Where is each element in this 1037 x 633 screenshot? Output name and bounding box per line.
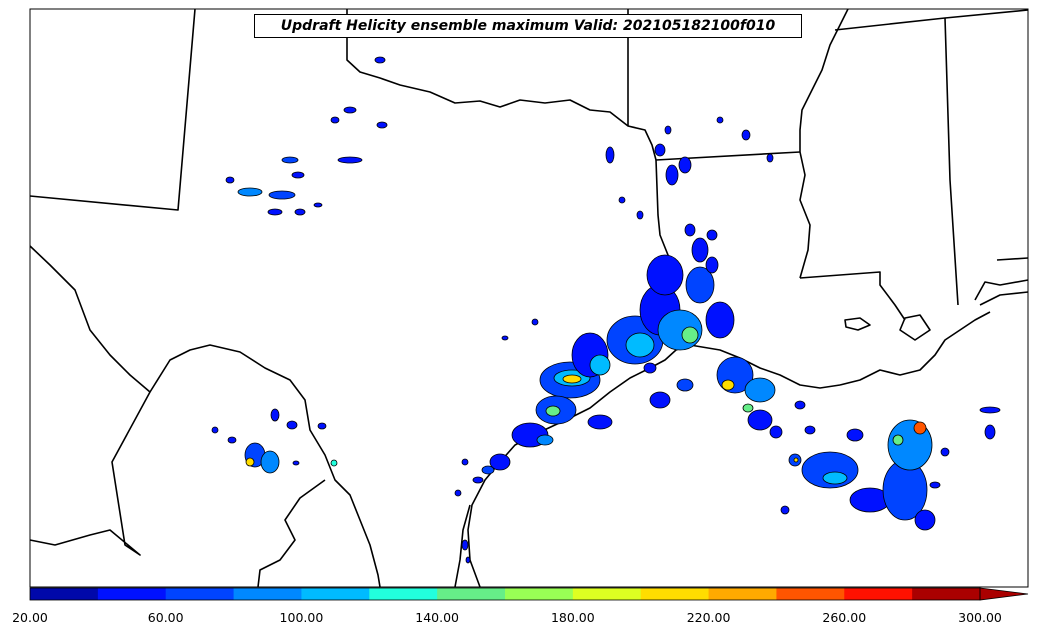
boundary-ms-tn-top: [834, 9, 1029, 31]
colorbar-segment: [437, 588, 506, 600]
colorbar-tick-label: 60.00: [147, 610, 184, 625]
swath-cluster-coastal-band: [454, 116, 806, 564]
colorbar-segment: [301, 588, 370, 600]
helicity-swaths: [211, 56, 1001, 564]
colorbar-tick-label: 180.00: [550, 610, 595, 625]
colorbar-segment: [912, 588, 981, 600]
boundary-ms-al: [944, 17, 959, 306]
boundary-al-fl: [974, 279, 1029, 301]
colorbar-tick-label: 300.00: [958, 610, 1002, 625]
colorbar-segment: [505, 588, 574, 600]
colorbar-tick-label: 20.00: [12, 610, 48, 625]
colorbar-segment: [640, 588, 710, 600]
colorbar-segment: [844, 588, 913, 600]
colorbar-extend-arrow: [979, 587, 1029, 601]
coastline-tx: [467, 344, 841, 588]
swath-cluster-panhandle: [225, 56, 388, 216]
colorbar-tick-label: 220.00: [686, 610, 731, 625]
swath-cluster-louisiana: [780, 406, 1001, 531]
swath-cluster-southwest: [211, 408, 338, 474]
colorbar-tick-label: 100.00: [279, 610, 324, 625]
map-title: Updraft Helicity ensemble maximum Valid:…: [254, 14, 802, 38]
colorbar-segment: [369, 588, 438, 600]
colorbar-segment: [233, 588, 302, 600]
colorbar-segment: [708, 588, 777, 600]
colorbar-tick-label: 140.00: [415, 610, 460, 625]
barrier-island: [454, 504, 471, 588]
colorbar-outline: [29, 587, 981, 601]
colorbar: [29, 587, 1029, 601]
colorbar-segment: [30, 588, 99, 600]
boundary-fl-panhandle: [979, 291, 1029, 306]
colorbar-tick-label: 260.00: [822, 610, 867, 625]
colorbar-segment: [776, 588, 845, 600]
boundary-la-ms: [799, 271, 906, 321]
coastline-la: [839, 311, 991, 386]
boundary-tx-ok-panhandle: [346, 9, 657, 161]
boundary-al-ga: [996, 257, 1029, 261]
boundary-mexico-2: [257, 479, 326, 588]
colorbar-segment: [165, 588, 235, 600]
boundary-mexico-1: [29, 391, 151, 556]
colorbar-segment: [572, 588, 642, 600]
lake-pontchartrain: [844, 317, 871, 331]
boundary-ar-la: [655, 151, 801, 161]
boundary-rio-grande: [29, 245, 381, 588]
colorbar-segment: [97, 588, 167, 600]
boundary-mississippi: [799, 8, 849, 279]
boundary-nm-tx: [29, 8, 196, 211]
coastline-la-delta: [899, 314, 931, 341]
